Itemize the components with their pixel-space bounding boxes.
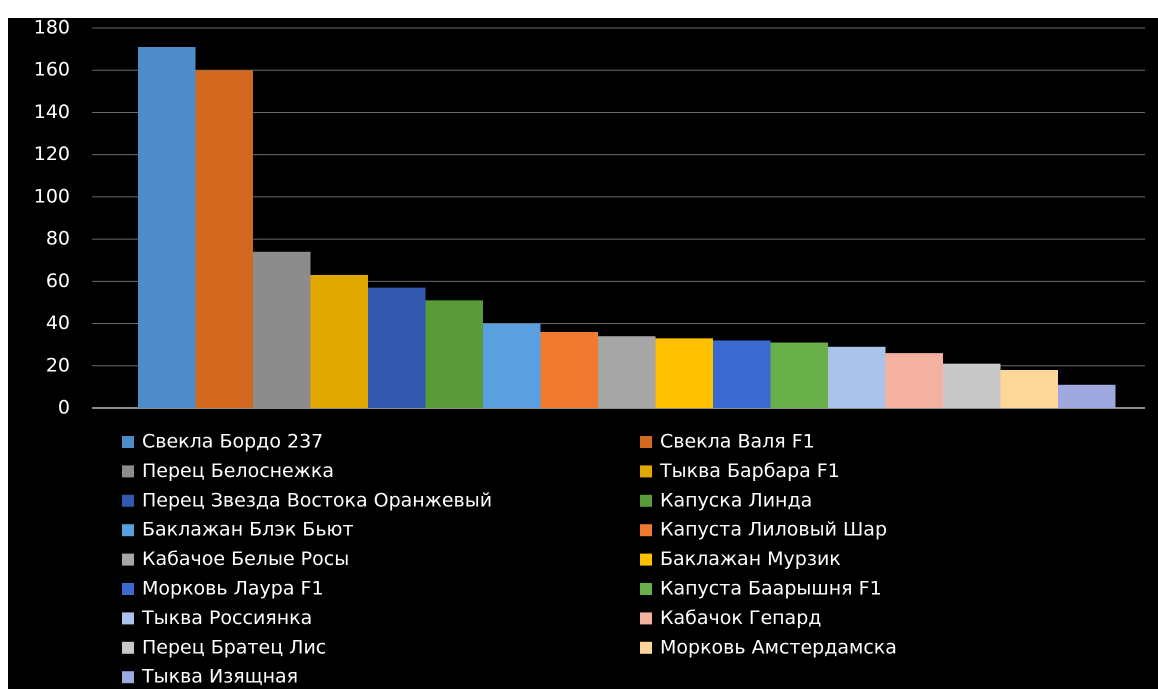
- y-tick-label: 160: [34, 59, 70, 81]
- y-tick-label: 140: [34, 101, 70, 123]
- bar: [598, 336, 656, 408]
- legend-swatch: [640, 494, 652, 507]
- legend-swatch: [122, 641, 134, 654]
- bar: [655, 338, 713, 408]
- legend-swatch: [122, 553, 134, 566]
- legend-swatch: [122, 524, 134, 537]
- legend-label: Свекла Бордо 237: [142, 431, 323, 453]
- legend-label: Капуска Линда: [660, 489, 812, 511]
- legend-swatch: [640, 436, 652, 448]
- legend-label: Морковь Лаура F1: [142, 578, 324, 600]
- y-tick-label: 60: [46, 270, 70, 292]
- legend-label: Тыква Барбара F1: [659, 460, 840, 482]
- bar: [1058, 384, 1116, 408]
- bar: [310, 275, 368, 408]
- y-tick-label: 40: [46, 312, 70, 334]
- y-tick-label: 0: [58, 397, 70, 419]
- legend-swatch: [640, 553, 652, 566]
- legend-swatch: [122, 612, 134, 625]
- y-tick-label: 120: [34, 143, 70, 165]
- bar: [253, 251, 311, 408]
- y-tick-label: 80: [46, 228, 70, 250]
- legend-swatch: [122, 465, 134, 478]
- legend-swatch: [122, 671, 134, 684]
- legend-swatch: [640, 524, 652, 537]
- bar: [138, 47, 196, 408]
- legend-label: Перец Белоснежка: [142, 460, 334, 482]
- legend-swatch: [640, 612, 652, 625]
- legend-label: Тыква Россиянка: [141, 607, 312, 629]
- legend-label: Перец Братец Лис: [142, 636, 326, 658]
- bar: [425, 300, 483, 408]
- bar: [770, 342, 828, 408]
- legend-label: Перец Звезда Востока Оранжевый: [142, 489, 492, 511]
- legend-label: Кабачок Гепард: [660, 607, 821, 629]
- legend-swatch: [640, 465, 652, 478]
- y-tick-label: 20: [46, 354, 70, 376]
- legend-swatch: [122, 583, 134, 595]
- legend-label: Тыква Изящная: [141, 666, 298, 688]
- bar: [483, 323, 541, 408]
- bar: [195, 70, 253, 408]
- legend-swatch: [122, 436, 134, 448]
- y-tick-label: 180: [34, 17, 70, 39]
- legend-label: Морковь Амстердамска: [660, 636, 897, 658]
- bar: [943, 363, 1001, 408]
- legend-swatch: [640, 583, 652, 595]
- legend-label: Капуста Баарышня F1: [660, 578, 882, 600]
- legend-label: Кабачое Белые Росы: [142, 548, 349, 570]
- bar: [713, 340, 771, 408]
- legend-swatch: [640, 641, 652, 654]
- y-tick-label: 100: [34, 185, 70, 207]
- bar: [1000, 370, 1058, 408]
- bar: [828, 346, 886, 408]
- legend-label: Свекла Валя F1: [660, 431, 815, 453]
- legend-label: Баклажан Мурзик: [660, 548, 841, 570]
- bar: [885, 353, 943, 408]
- legend-label: Баклажан Блэк Бьют: [142, 519, 354, 541]
- bar: [540, 332, 598, 408]
- legend-label: Капуста Лиловый Шар: [660, 519, 887, 541]
- bar: [368, 287, 426, 408]
- legend-swatch: [122, 494, 134, 507]
